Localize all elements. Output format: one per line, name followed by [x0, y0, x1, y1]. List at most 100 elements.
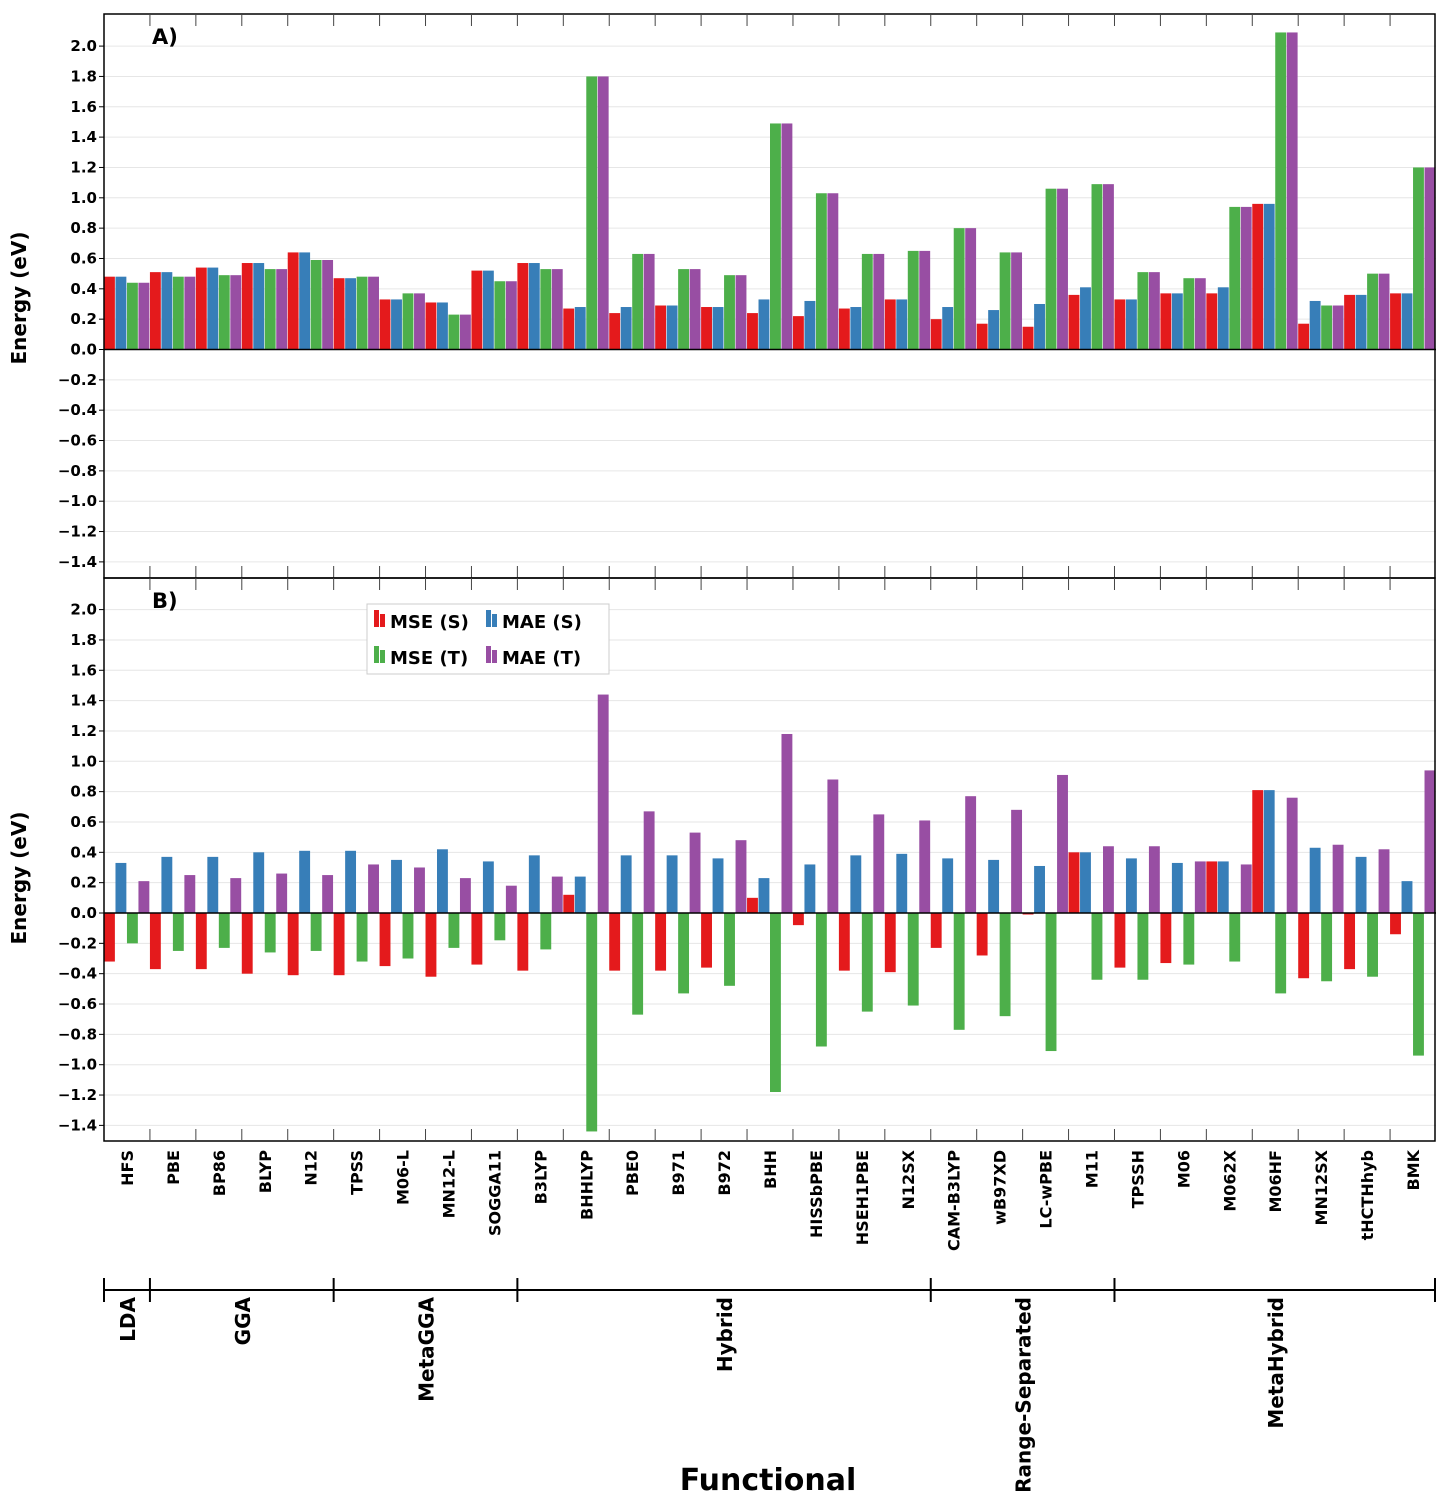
bar-a-mae-t: [735, 275, 747, 350]
y-tick-label: 2.0: [70, 601, 97, 619]
group-axis: LDA GGA MetaGGA Hybrid Range-Separated MetaHy…: [103, 1278, 1436, 1493]
category-label: B3LYP: [531, 1150, 550, 1205]
bar-a-mse-s: [425, 302, 437, 350]
bar-b-mae-t: [414, 867, 425, 913]
category-label: LC-wPBE: [1037, 1150, 1056, 1229]
bar-a-mse-t: [494, 281, 506, 350]
bar-a-mae-t: [689, 269, 701, 350]
bar-b-mse-t: [126, 913, 138, 944]
category-label: N12SX: [899, 1149, 918, 1209]
bar-a-mse-t: [861, 253, 873, 350]
bar-a-mse-s: [930, 319, 942, 350]
bar-b-mae-s: [161, 856, 173, 913]
bar-b-mse-s: [1344, 913, 1356, 970]
category-label: HSEH1PBE: [853, 1150, 872, 1245]
bar-a-mae-s: [437, 302, 448, 350]
bar-a-mae-t: [184, 276, 196, 350]
category-label: tHCTHhyb: [1358, 1150, 1377, 1240]
x-axis-title: Functional: [680, 1463, 857, 1498]
bar-a-mse-s: [1022, 326, 1034, 350]
bar-b-mae-s: [666, 855, 678, 913]
bar-b-mse-s: [241, 913, 253, 974]
bar-a-mae-s: [1125, 299, 1137, 350]
bar-b-mae-t: [459, 878, 471, 913]
bar-b-mae-s: [574, 876, 586, 913]
bar-b-mae-t: [965, 796, 977, 913]
bar-b-mse-t: [999, 913, 1011, 1017]
bar-a-mse-s: [838, 308, 850, 350]
bar-a-mse-t: [218, 275, 230, 350]
bar-a-mae-t: [597, 76, 609, 350]
category-label: M11: [1083, 1150, 1102, 1188]
bar-b-mae-s: [345, 850, 357, 913]
bar-a-mae-s: [345, 278, 357, 350]
bar-a-mae-s: [1217, 287, 1229, 350]
legend-swatch-mse-t-b: [380, 650, 385, 663]
legend-swatch-mse-s-a: [374, 610, 379, 627]
bar-a-mse-t: [1091, 184, 1103, 350]
category-label: PBE: [164, 1150, 183, 1185]
legend-swatch-mse-t-a: [374, 646, 379, 663]
bar-b-mse-s: [149, 913, 161, 970]
bar-b-mae-t: [1424, 770, 1436, 913]
bar-a-mse-t: [815, 193, 827, 350]
bar-a-mae-s: [1309, 300, 1321, 350]
bar-b-mae-t: [322, 875, 334, 913]
y-tick-label: −1.4: [58, 553, 97, 571]
category-label: BMK: [1404, 1149, 1423, 1190]
bar-b-mse-t: [678, 913, 690, 994]
bar-a-mae-t: [414, 293, 425, 350]
bar-a-mae-t: [1286, 32, 1298, 350]
bar-a-mse-s: [792, 316, 804, 350]
bar-b-mae-t: [1103, 846, 1114, 913]
bar-b-mae-t: [368, 864, 379, 913]
bar-b-mse-t: [1229, 913, 1241, 962]
bar-a-mae-s: [1355, 294, 1367, 350]
bar-a-mse-t: [999, 252, 1011, 350]
y-tick-label: 1.4: [70, 692, 97, 710]
y-tick-label: 1.4: [70, 128, 97, 146]
bar-b-mae-s: [115, 862, 127, 913]
bar-b-mae-t: [873, 814, 885, 913]
y-tick-label: −0.2: [58, 934, 97, 952]
bar-b-mae-s: [1355, 856, 1367, 913]
y-tick-label: 0.8: [70, 219, 97, 237]
bar-a-mse-s: [884, 299, 896, 350]
y-tick-label: −0.2: [58, 371, 97, 389]
bar-b-mae-s: [804, 864, 816, 913]
y-tick-label: 0.0: [70, 341, 97, 359]
bar-b-mse-s: [930, 913, 942, 948]
y-tick-label: 0.0: [70, 904, 97, 922]
bar-b-mae-t: [505, 885, 517, 913]
bar-a-mae-t: [1240, 206, 1252, 350]
bar-b-mae-s: [620, 855, 632, 913]
bar-a-mse-s: [1344, 294, 1356, 350]
group-label-range-separated: Range-Separated: [1012, 1297, 1036, 1493]
bar-a-mse-t: [770, 123, 781, 350]
legend-swatch-mse-s-b: [380, 614, 385, 627]
bar-b-mae-s: [1263, 790, 1275, 913]
y-tick-label: 1.8: [70, 631, 97, 649]
bar-b-mse-s: [1160, 913, 1172, 964]
bar-b-mae-s: [850, 855, 862, 913]
bar-a-mse-s: [379, 299, 391, 350]
bar-b-mse-t: [402, 913, 414, 959]
bar-b-mse-s: [1022, 913, 1034, 915]
bar-a-mse-s: [287, 252, 299, 350]
bar-b-mae-t: [643, 811, 655, 913]
bar-b-mae-t: [1194, 861, 1206, 913]
bar-a-mse-t: [1183, 278, 1195, 350]
panel-frame: [103, 577, 1436, 1142]
bar-a-mae-t: [276, 269, 288, 350]
category-label: wB97XD: [991, 1150, 1010, 1225]
y-tick-label: −0.6: [58, 432, 97, 450]
bar-a-mse-s: [1252, 203, 1264, 350]
bar-b-mse-s: [563, 894, 575, 913]
bar-a-mse-t: [724, 275, 735, 350]
bar-a-mse-s: [471, 270, 483, 350]
bar-a-mae-s: [161, 272, 173, 350]
bar-a-mse-s: [149, 272, 161, 350]
bar-a-mae-t: [551, 269, 563, 350]
bar-a-mse-t: [126, 282, 138, 350]
bar-b-mae-t: [138, 881, 150, 913]
